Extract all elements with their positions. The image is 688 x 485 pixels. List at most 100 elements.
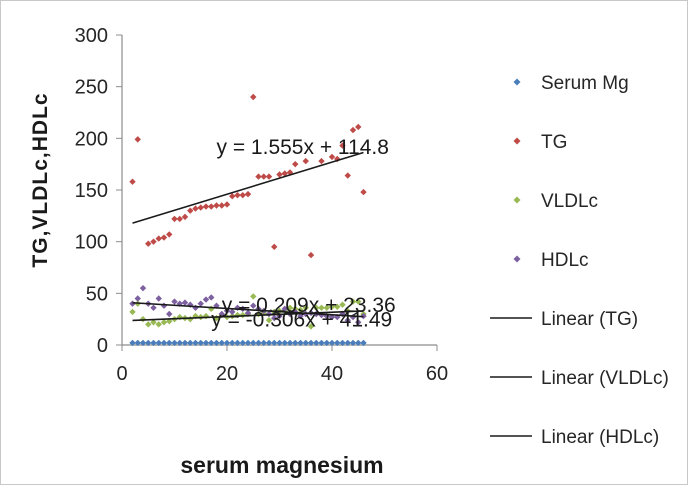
tg-point bbox=[192, 205, 199, 212]
serum-mg-point bbox=[292, 339, 299, 347]
vldlc-point bbox=[265, 317, 273, 324]
y-tick-label: 0 bbox=[97, 335, 108, 357]
y-tick-label: 100 bbox=[75, 232, 108, 254]
hdlc-point bbox=[208, 294, 215, 301]
vldlc-legend-label: VLDLc bbox=[541, 191, 598, 212]
serum-mg-point bbox=[181, 339, 189, 347]
y-tick-label: 300 bbox=[75, 25, 108, 47]
legend: Serum Mg TG VLDLc HDLc Linear (TG) Linear (VL… bbox=[490, 73, 669, 448]
vldlc-point bbox=[334, 303, 341, 310]
tg-point bbox=[171, 215, 178, 223]
tg-point bbox=[166, 231, 173, 238]
vldlc-point bbox=[328, 303, 336, 310]
hdlc-point bbox=[150, 304, 157, 311]
vldlc-point bbox=[318, 304, 325, 311]
tg-point bbox=[213, 202, 220, 209]
serum-mg-point bbox=[286, 339, 294, 347]
serum-mg-point bbox=[176, 339, 183, 347]
y-axis-title: TG,VLDLc,HDLc bbox=[29, 92, 52, 267]
serum-mg-point bbox=[344, 339, 351, 347]
linear-hdlc-trendline bbox=[132, 301, 364, 318]
linear-vldlc-trendline bbox=[132, 310, 364, 322]
vldlc-point bbox=[239, 311, 246, 319]
serum-mg-point bbox=[229, 339, 236, 347]
serum-mg-point bbox=[244, 339, 252, 347]
serum-mg-point bbox=[318, 339, 325, 347]
hdlc-point bbox=[166, 310, 173, 318]
tg-point bbox=[271, 243, 278, 251]
serum-mg-point bbox=[160, 339, 168, 347]
serum-mg-point bbox=[187, 339, 194, 347]
vldlc-point bbox=[166, 318, 173, 325]
tg-point bbox=[276, 171, 283, 178]
serum-mg-point bbox=[218, 339, 225, 347]
linear-vldlc-equation: y = 0.209x + 23.36 bbox=[222, 294, 396, 317]
x-axis-title: serum magnesium bbox=[180, 452, 383, 478]
hdlc-point bbox=[281, 305, 288, 313]
linear-hdlc-equation: y = -0.306x + 41.49 bbox=[211, 308, 392, 331]
vldlc-point bbox=[286, 304, 294, 311]
vldlc-point bbox=[129, 308, 136, 316]
vldlc-point bbox=[213, 314, 220, 322]
tg-point bbox=[265, 173, 273, 180]
vldlc-point bbox=[208, 305, 215, 313]
linear-hdlc-legend-label: Linear (HDLc) bbox=[541, 427, 659, 448]
tg-legend-marker bbox=[513, 137, 521, 145]
tg-point bbox=[255, 173, 262, 180]
vldlc-point bbox=[187, 315, 194, 323]
vldlc-point bbox=[349, 298, 357, 305]
vldlc-point bbox=[250, 293, 257, 300]
tg-legend-label: TG bbox=[541, 132, 567, 153]
tg-point bbox=[234, 191, 241, 199]
serum-mg-legend-marker bbox=[513, 78, 521, 86]
trendlines bbox=[132, 151, 364, 322]
vldlc-point bbox=[297, 306, 304, 314]
tg-point bbox=[197, 204, 204, 211]
serum-mg-point bbox=[255, 339, 262, 347]
serum-mg-point bbox=[208, 339, 215, 347]
x-tick-label: 20 bbox=[216, 363, 238, 385]
serum-mg-point bbox=[281, 339, 288, 347]
linear-vldlc-legend-label: Linear (VLDLc) bbox=[541, 368, 669, 389]
serum-mg-point bbox=[150, 339, 157, 347]
tg-point bbox=[187, 207, 194, 214]
linear-tg-legend-label: Linear (TG) bbox=[541, 309, 638, 330]
tg-point bbox=[129, 178, 136, 185]
serum-mg-point bbox=[134, 339, 141, 347]
hdlc-point bbox=[271, 314, 278, 322]
tg-point bbox=[150, 238, 157, 245]
vldlc-point bbox=[150, 319, 157, 326]
trendline-equations: y = 1.555x + 114.8 y = 0.209x + 23.36y = … bbox=[211, 136, 395, 332]
hdlc-point bbox=[171, 298, 178, 305]
hdlc-point bbox=[155, 295, 162, 302]
serum-mg-point bbox=[302, 339, 309, 347]
hdlc-point bbox=[234, 304, 241, 311]
tg-point bbox=[360, 188, 367, 196]
y-tick-label: 150 bbox=[75, 180, 108, 202]
tg-point bbox=[281, 170, 288, 177]
tg-point bbox=[218, 202, 225, 209]
serum-mg-point bbox=[166, 339, 173, 347]
vldlc-point bbox=[313, 304, 320, 311]
vldlc-point bbox=[160, 319, 168, 326]
serum-mg-point bbox=[313, 339, 320, 347]
tg-point bbox=[250, 93, 257, 101]
hdlc-point bbox=[139, 284, 147, 292]
y-tick-label: 50 bbox=[86, 283, 108, 305]
tg-point bbox=[328, 153, 336, 161]
serum-mg-point bbox=[271, 339, 278, 347]
y-ticks: 0 50 100 150 200 250 300 bbox=[75, 25, 122, 357]
hdlc-point bbox=[297, 312, 304, 320]
hdlc-point bbox=[134, 295, 141, 302]
hdlc-point bbox=[229, 308, 236, 316]
serum-mg-point bbox=[328, 339, 336, 347]
hdlc-point bbox=[355, 319, 362, 326]
hdlc-point bbox=[197, 300, 204, 307]
vldlc-legend-marker bbox=[513, 196, 521, 204]
tg-point bbox=[292, 160, 299, 168]
tg-point bbox=[181, 213, 189, 221]
x-ticks: 0 20 40 60 bbox=[116, 345, 448, 385]
serum-mg-point bbox=[234, 339, 241, 347]
vldlc-point bbox=[355, 298, 362, 305]
